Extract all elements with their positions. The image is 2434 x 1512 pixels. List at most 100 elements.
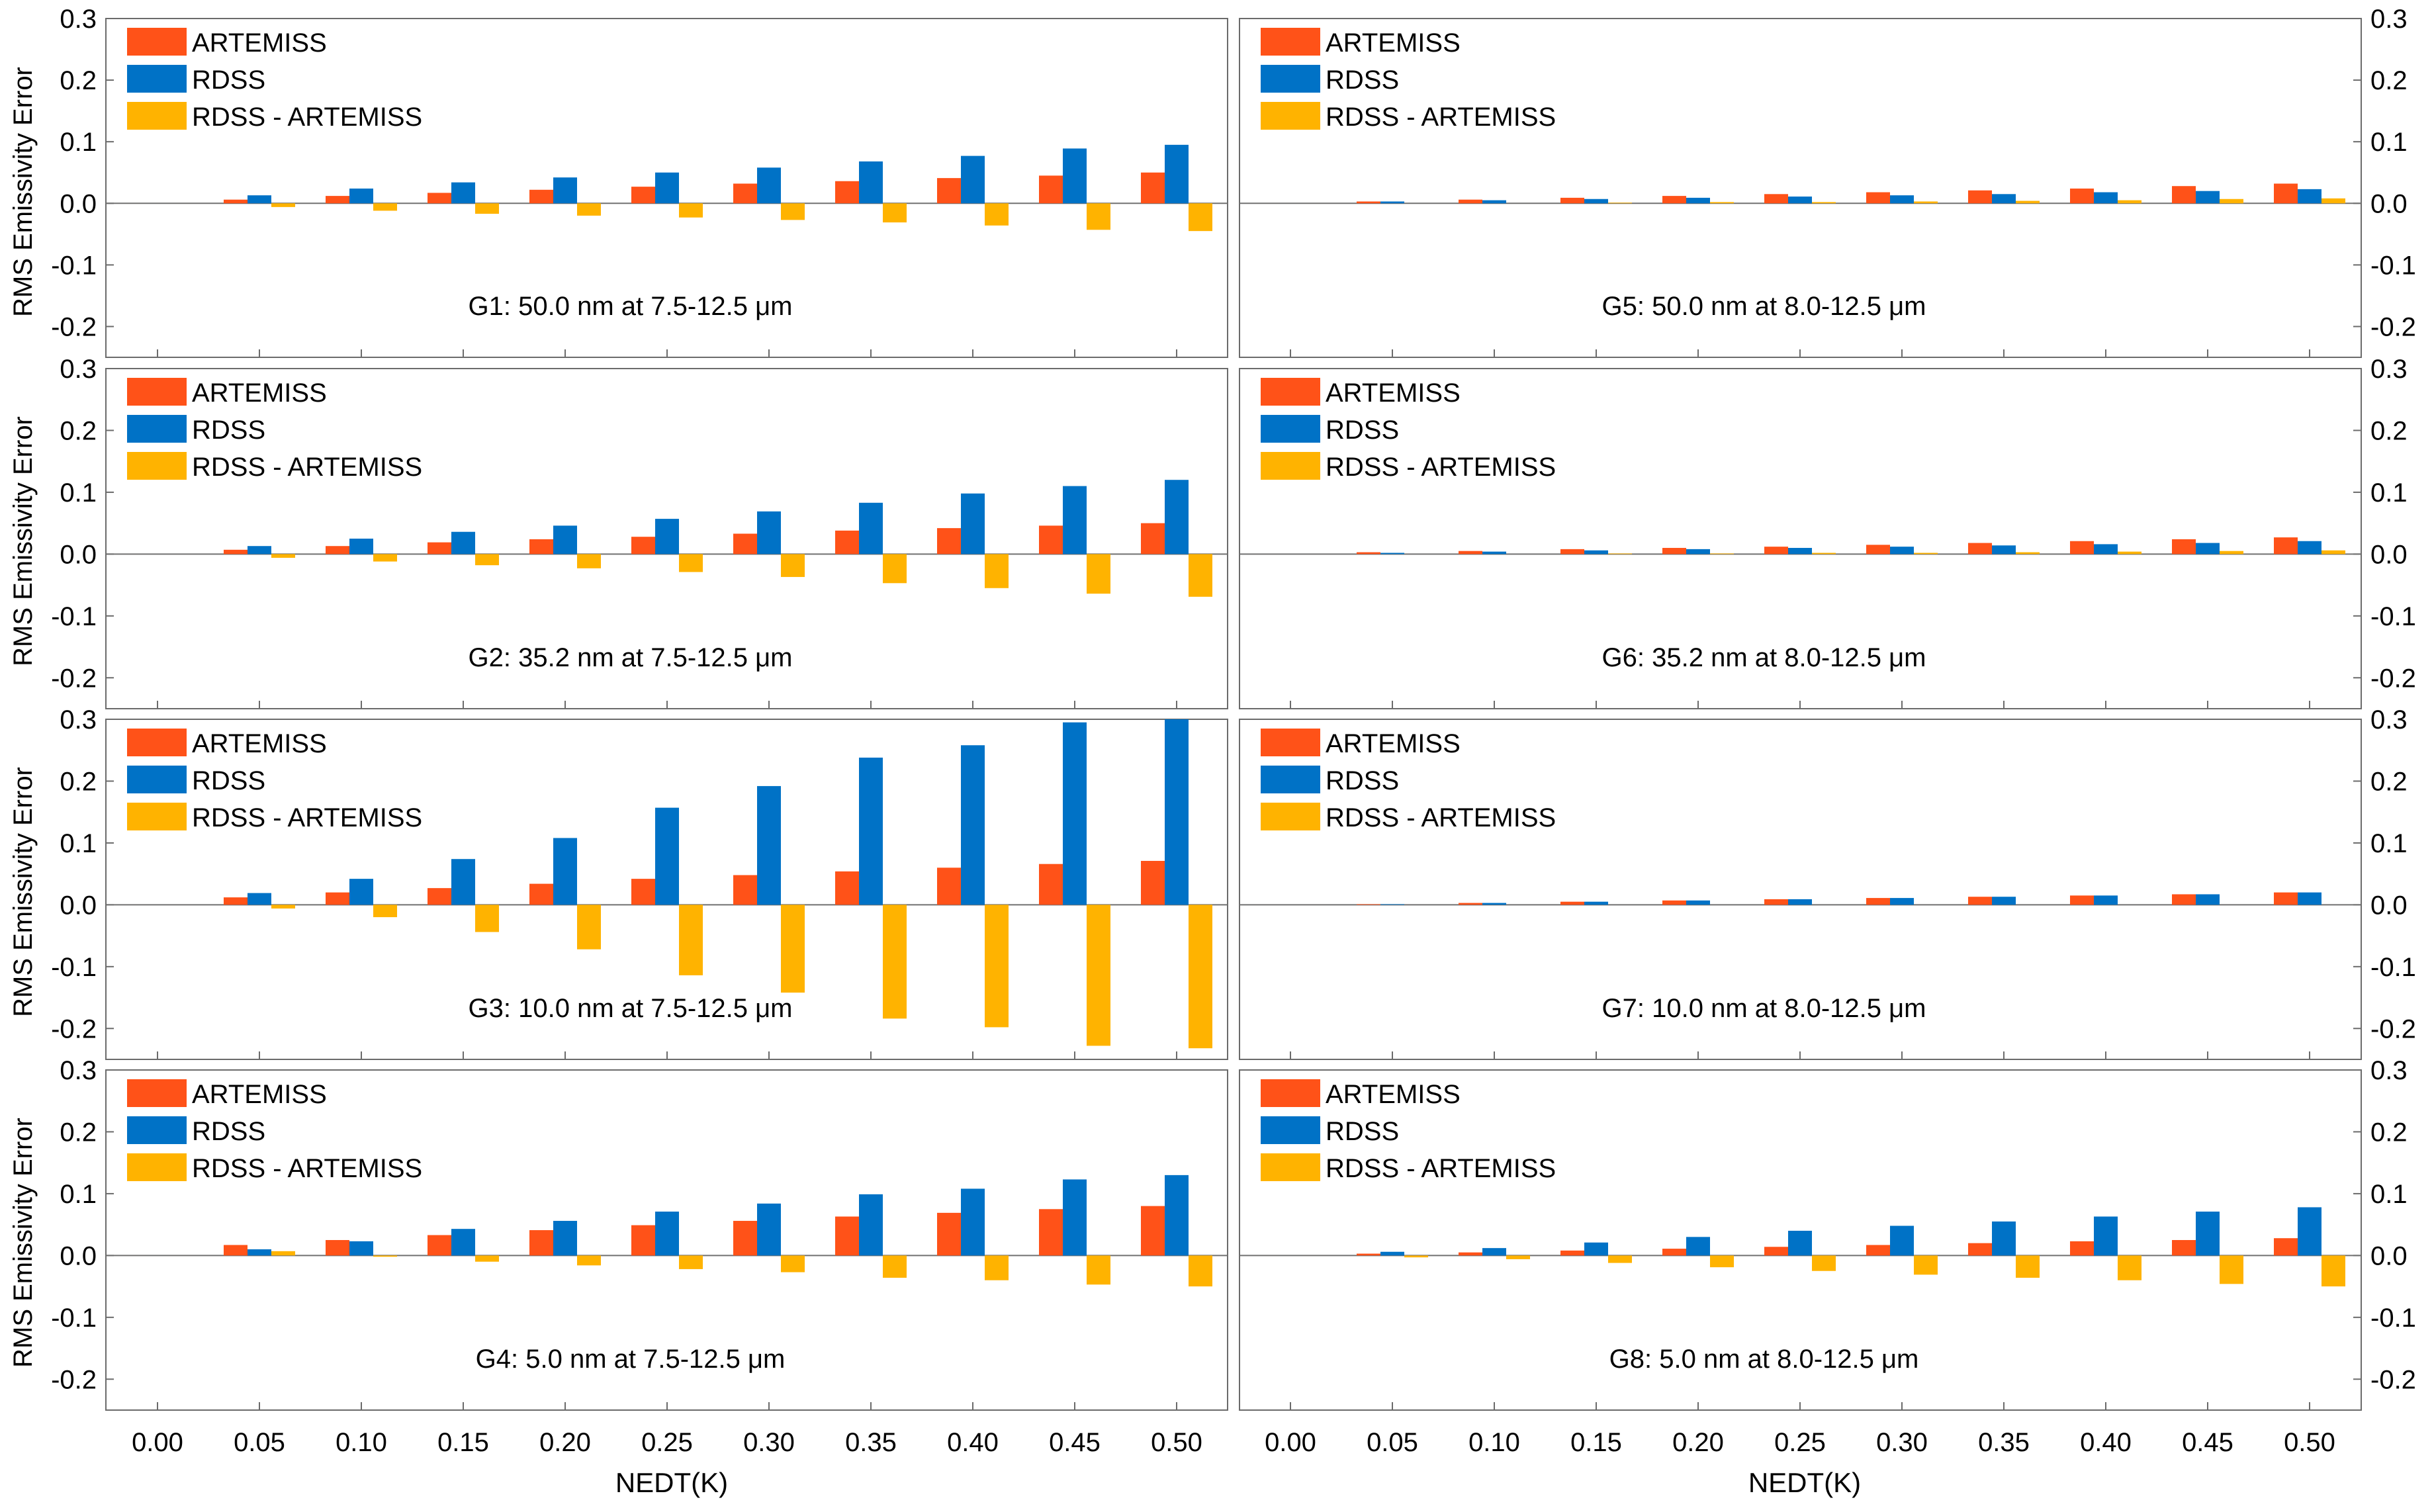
bar-artemiss: [428, 542, 451, 555]
bar-rdss-artemiss: [577, 1255, 601, 1266]
bar-rdss: [349, 188, 373, 204]
bar-rdss-artemiss: [1189, 203, 1212, 232]
bar-artemiss: [2274, 1238, 2298, 1256]
legend-swatch: [127, 1153, 187, 1181]
bar-rdss-artemiss: [2118, 551, 2141, 555]
bar-rdss: [1788, 197, 1812, 204]
x-tick-label: 0.30: [1876, 1428, 1928, 1457]
bar-rdss-artemiss: [985, 1255, 1009, 1280]
bar-rdss: [1063, 148, 1087, 204]
bar-rdss: [961, 745, 985, 905]
bar-rdss: [1890, 547, 1914, 555]
bar-rdss: [2298, 1207, 2321, 1256]
bar-artemiss: [1357, 904, 1380, 905]
bar-artemiss: [2070, 1241, 2094, 1256]
y-tick-label: 0.1: [2370, 128, 2408, 157]
bar-artemiss: [1357, 1253, 1380, 1256]
bar-artemiss: [733, 1221, 757, 1256]
legend-swatch: [127, 28, 187, 56]
bar-rdss: [248, 546, 271, 555]
bar-rdss-artemiss: [475, 1255, 499, 1262]
y-tick-label: -0.2: [51, 1365, 97, 1394]
left-ylabel: RMS Emissivity Error: [9, 416, 38, 666]
y-tick-label: -0.1: [2370, 251, 2416, 280]
bar-rdss-artemiss: [577, 554, 601, 568]
y-tick-label: 0.3: [60, 355, 97, 384]
x-tick-label: 0.35: [1978, 1428, 2030, 1457]
y-tick-label: -0.2: [2370, 664, 2416, 693]
bar-rdss-artemiss: [2220, 199, 2243, 204]
panel-title: G3: 10.0 nm at 7.5-12.5 μm: [469, 994, 793, 1023]
bar-rdss-artemiss: [373, 203, 397, 211]
bar-rdss: [2298, 189, 2321, 204]
bar-rdss-artemiss: [679, 554, 703, 572]
y-tick-label: -0.2: [2370, 312, 2416, 341]
legend-label: RDSS: [1326, 66, 1399, 95]
bar-artemiss: [937, 867, 961, 905]
legend-label: RDSS: [192, 1117, 265, 1146]
y-tick-label: 0.0: [2370, 1241, 2408, 1270]
bar-rdss-artemiss: [475, 554, 499, 566]
y-tick-label: 0.2: [2370, 416, 2408, 445]
bar-rdss: [1992, 194, 2016, 204]
bar-rdss-artemiss: [2016, 200, 2040, 204]
bar-artemiss: [1866, 192, 1890, 204]
bar-artemiss: [1357, 201, 1380, 204]
bar-rdss-artemiss: [1506, 1255, 1530, 1259]
x-tick-label: 0.00: [1265, 1428, 1316, 1457]
legend-swatch: [1261, 102, 1320, 130]
bar-artemiss: [224, 549, 248, 555]
bar-rdss: [1380, 201, 1404, 204]
bar-artemiss: [1662, 196, 1686, 204]
bar-rdss: [2196, 543, 2220, 555]
bar-rdss: [1165, 144, 1189, 204]
bar-rdss: [1482, 551, 1506, 555]
x-tick-label: 0.40: [947, 1428, 999, 1457]
bar-artemiss: [428, 1235, 451, 1256]
y-tick-label: 0.2: [60, 66, 97, 95]
bar-rdss-artemiss: [271, 905, 295, 909]
legend-label: RDSS - ARTEMISS: [1326, 453, 1556, 482]
legend-label: ARTEMISS: [1326, 378, 1461, 408]
y-tick-label: 0.0: [60, 540, 97, 569]
bar-artemiss: [733, 183, 757, 204]
bar-rdss: [553, 838, 577, 905]
bar-artemiss: [1141, 861, 1165, 905]
bar-rdss-artemiss: [883, 1255, 907, 1278]
bar-rdss-artemiss: [2016, 1255, 2040, 1278]
bar-artemiss: [326, 892, 349, 905]
bar-artemiss: [1560, 1250, 1584, 1256]
y-tick-label: -0.2: [2370, 1014, 2416, 1044]
y-tick-label: -0.1: [2370, 602, 2416, 631]
bar-rdss: [349, 879, 373, 905]
bar-artemiss: [1662, 900, 1686, 905]
x-tick-label: 0.20: [539, 1428, 591, 1457]
bar-rdss: [655, 807, 679, 905]
bar-rdss-artemiss: [679, 1255, 703, 1269]
bar-rdss-artemiss: [2321, 198, 2345, 204]
y-tick-label: 0.3: [2370, 5, 2408, 34]
bar-rdss: [1584, 901, 1608, 905]
bar-rdss-artemiss: [475, 905, 499, 932]
bar-artemiss: [1662, 1249, 1686, 1256]
bar-rdss-artemiss: [985, 203, 1009, 226]
panel-title: G4: 5.0 nm at 7.5-12.5 μm: [476, 1345, 786, 1374]
bar-rdss-artemiss: [1087, 554, 1110, 594]
bar-rdss: [1686, 197, 1710, 204]
bar-rdss-artemiss: [373, 905, 397, 918]
bar-artemiss: [631, 187, 655, 204]
y-tick-label: -0.2: [51, 312, 97, 341]
legend-label: RDSS - ARTEMISS: [192, 103, 422, 132]
bar-rdss-artemiss: [985, 905, 1009, 1028]
bar-rdss: [451, 1229, 475, 1256]
bar-artemiss: [1039, 525, 1063, 555]
bar-artemiss: [1764, 1247, 1788, 1256]
bar-rdss: [1482, 903, 1506, 905]
y-tick-label: 0.1: [2370, 1180, 2408, 1209]
x-tick-label: 0.35: [845, 1428, 897, 1457]
bar-artemiss: [1141, 1206, 1165, 1256]
y-tick-label: 0.1: [60, 1180, 97, 1209]
bar-artemiss: [1039, 1209, 1063, 1256]
y-tick-label: 0.1: [60, 128, 97, 157]
bar-rdss-artemiss: [2321, 1255, 2345, 1287]
